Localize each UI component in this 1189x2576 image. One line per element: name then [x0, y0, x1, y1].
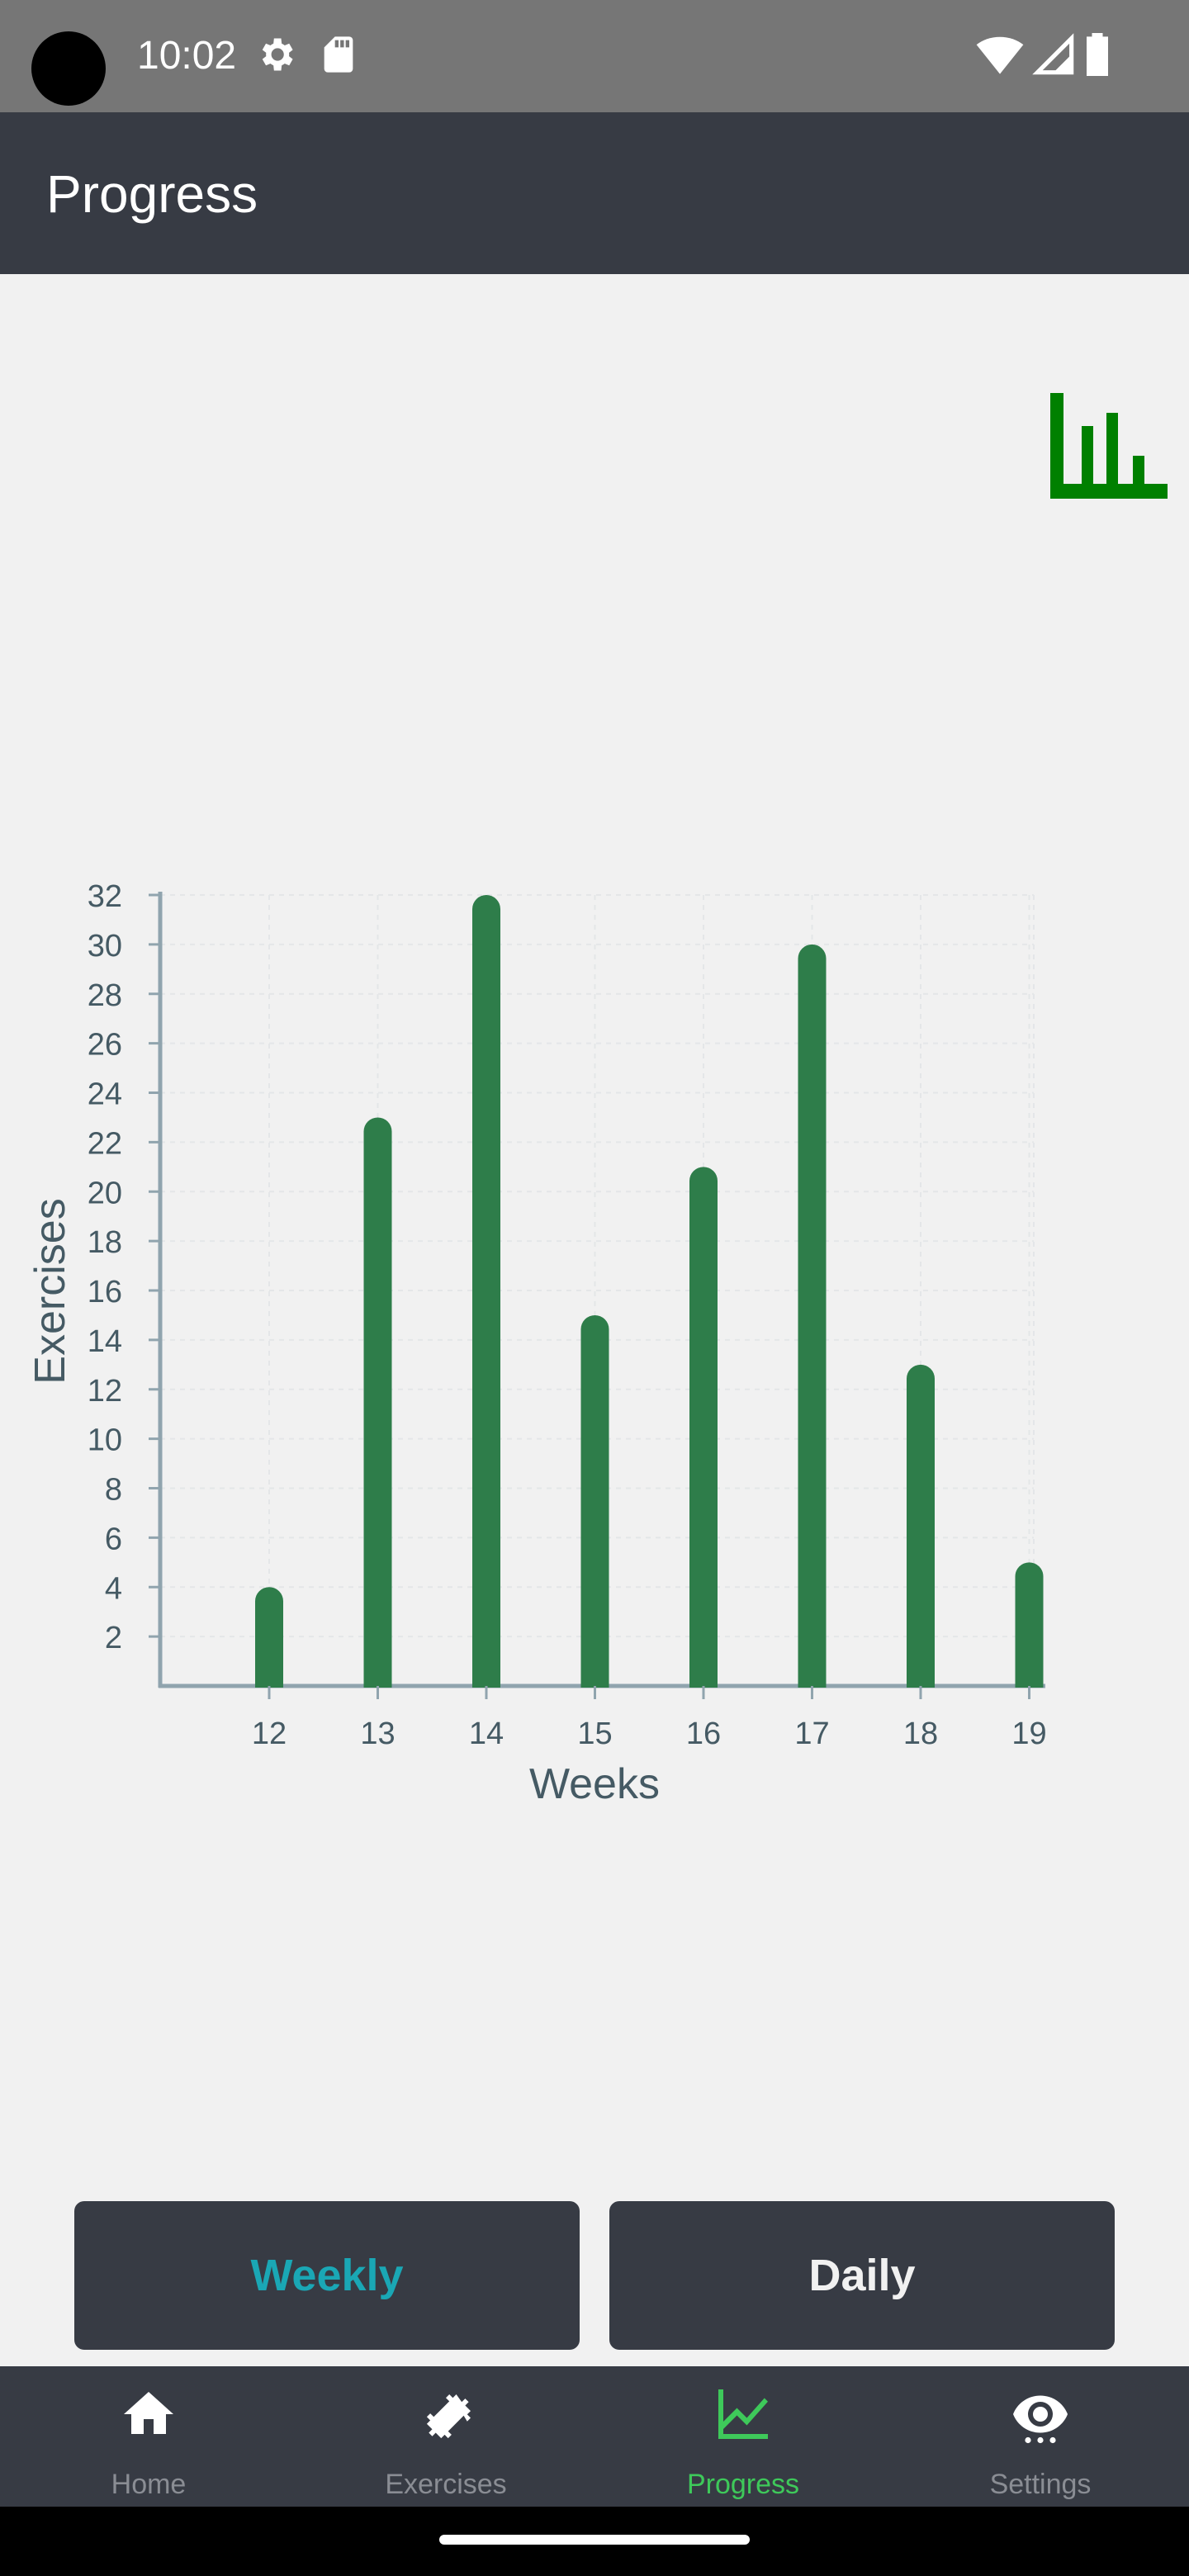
y-tick-label: 6: [105, 1522, 122, 1556]
y-tick-label: 8: [105, 1473, 122, 1508]
bar: [363, 1117, 392, 1688]
nav-item-settings[interactable]: Settings: [892, 2366, 1189, 2507]
x-tick-label: 14: [469, 1717, 504, 1751]
sd-card-icon: [324, 36, 353, 73]
nav-item-progress[interactable]: Progress: [594, 2366, 892, 2507]
y-tick-label: 24: [88, 1077, 122, 1112]
nav-item-exercises[interactable]: Exercises: [297, 2366, 594, 2507]
bar-base: [907, 1669, 935, 1688]
y-tick-label: 14: [88, 1324, 122, 1359]
bar: [689, 1167, 718, 1688]
camera-cutout: [31, 31, 106, 106]
bottom-navigation: Home Exercises Progress Settings: [0, 2366, 1189, 2507]
y-tick-label: 18: [88, 1225, 122, 1260]
bar-base: [689, 1669, 718, 1688]
bar: [255, 1587, 283, 1688]
bar-base: [580, 1669, 609, 1688]
x-tick-label: 13: [360, 1717, 395, 1751]
y-tick-label: 28: [88, 978, 122, 1013]
home-icon: [124, 2392, 173, 2434]
chart-bars: [255, 895, 1044, 1688]
x-tick-label: 18: [903, 1717, 938, 1751]
app-bar: Progress: [0, 112, 1189, 274]
bar-base: [255, 1669, 283, 1688]
y-tick-label: 20: [88, 1176, 122, 1210]
gesture-navigation-area: [0, 2507, 1189, 2576]
nav-label-progress: Progress: [686, 2469, 800, 2500]
bar: [907, 1364, 935, 1688]
y-tick-label: 12: [88, 1374, 122, 1409]
daily-button[interactable]: Daily: [609, 2201, 1115, 2350]
status-time: 10:02: [137, 34, 237, 78]
nav-item-home[interactable]: Home: [0, 2366, 297, 2507]
x-tick-label: 15: [577, 1717, 612, 1751]
dumbbell-icon: [426, 2394, 471, 2439]
line-chart-icon: [718, 2389, 768, 2439]
x-tick-label: 16: [686, 1717, 721, 1751]
bar: [1015, 1562, 1044, 1688]
bar-base: [363, 1669, 392, 1688]
status-bar: 10:02: [0, 0, 1189, 112]
bar-base: [1015, 1669, 1044, 1688]
nav-label-settings: Settings: [989, 2469, 1092, 2500]
bar-base: [472, 1669, 500, 1688]
x-tick-label: 19: [1011, 1717, 1046, 1751]
page-title: Progress: [46, 164, 258, 224]
y-tick-label: 26: [88, 1028, 122, 1063]
weekly-button[interactable]: Weekly: [74, 2201, 580, 2350]
nav-label-home: Home: [111, 2469, 187, 2500]
y-tick-label: 22: [88, 1126, 122, 1161]
y-tick-label: 10: [88, 1423, 122, 1458]
x-tick-label: 17: [794, 1717, 829, 1751]
bar: [798, 944, 827, 1688]
y-axis-label: Exercises: [26, 1198, 74, 1384]
home-gesture-handle[interactable]: [439, 2535, 750, 2545]
bar: [580, 1314, 609, 1688]
bar-chart-icon[interactable]: [1050, 393, 1168, 499]
settings-gear-icon: [262, 38, 293, 71]
battery-icon: [1087, 33, 1108, 76]
wifi-icon: [976, 36, 1024, 74]
y-tick-label: 2: [105, 1621, 122, 1655]
y-tick-label: 4: [105, 1571, 122, 1606]
nav-label-exercises: Exercises: [385, 2469, 507, 2500]
x-axis-label: Weeks: [529, 1760, 660, 1808]
bar-base: [798, 1669, 827, 1688]
y-tick-label: 32: [88, 879, 122, 914]
y-tick-label: 30: [88, 929, 122, 964]
signal-icon: [1032, 33, 1074, 75]
x-tick-label: 12: [252, 1717, 287, 1751]
bar: [472, 895, 500, 1688]
y-tick-label: 16: [88, 1275, 122, 1309]
eye-icon: [1013, 2395, 1068, 2444]
